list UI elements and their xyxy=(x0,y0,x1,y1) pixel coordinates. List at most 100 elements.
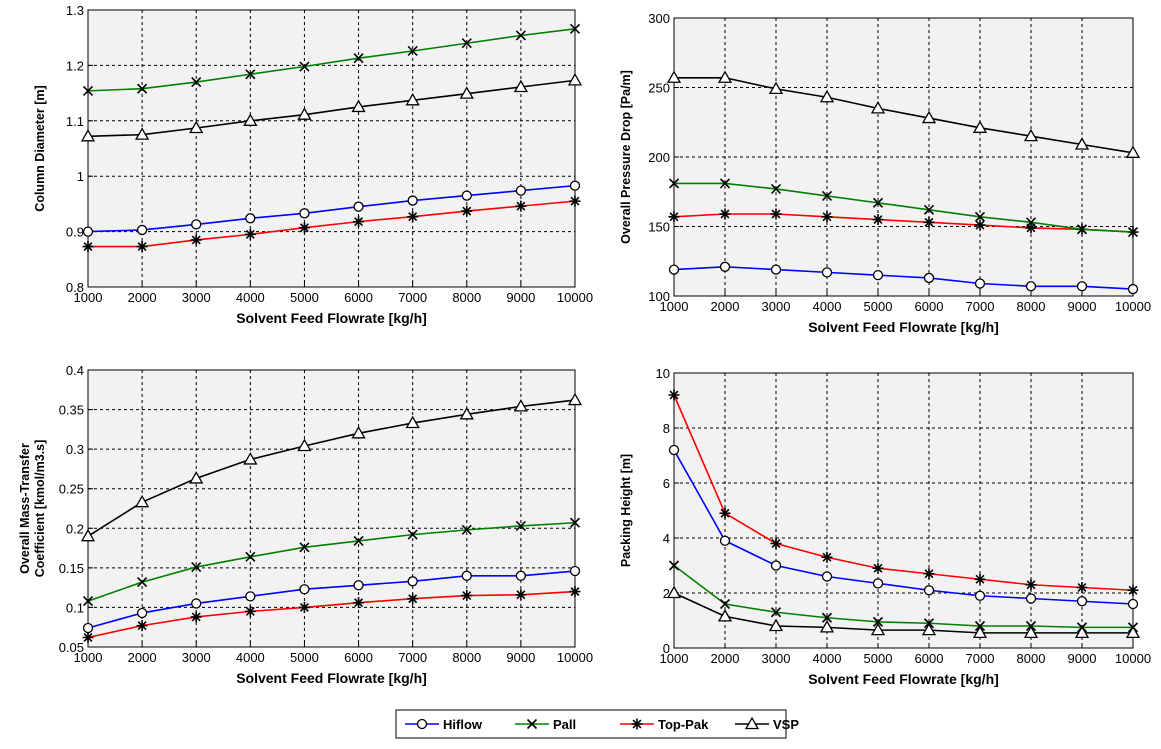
legend-marker xyxy=(631,718,643,730)
x-tick-label: 6000 xyxy=(915,299,944,314)
data-point xyxy=(353,216,365,228)
chart-3: 1000 2000 3000 4000 5000 6000 7000 8000 9000 1000… xyxy=(18,363,593,686)
data-point xyxy=(974,590,986,601)
data-point xyxy=(569,23,581,34)
series-line xyxy=(673,449,1134,605)
data-point xyxy=(513,79,529,93)
data-point xyxy=(245,213,256,224)
series-line xyxy=(87,79,576,138)
data-point xyxy=(353,201,364,212)
data-point xyxy=(513,399,529,412)
series-line xyxy=(673,394,1134,592)
x-tick-label: 8000 xyxy=(452,290,481,305)
data-point xyxy=(407,195,418,206)
data-point xyxy=(407,529,418,540)
y-tick-label: 0 xyxy=(663,641,670,656)
data-point xyxy=(569,586,581,598)
data-point xyxy=(299,584,310,595)
charts-layer: 1000 2000 3000 4000 5000 6000 7000 8000 9000 1000… xyxy=(18,3,1151,687)
x-tick-label: 5000 xyxy=(864,299,893,314)
series-top-pak xyxy=(82,586,581,644)
y-tick-label: 0.4 xyxy=(66,363,84,378)
data-point xyxy=(1025,281,1037,292)
data-point xyxy=(923,568,935,580)
data-point xyxy=(668,211,680,223)
data-point xyxy=(244,228,256,240)
data-point xyxy=(821,267,833,278)
data-point xyxy=(821,571,833,582)
plot-area xyxy=(674,373,1133,648)
data-point xyxy=(1025,217,1037,228)
data-point xyxy=(668,444,680,456)
y-tick-label: 0.35 xyxy=(59,403,84,418)
y-tick-label: 10 xyxy=(656,366,670,381)
y-tick-label: 250 xyxy=(648,81,670,96)
data-point xyxy=(407,593,419,605)
data-point xyxy=(191,598,202,609)
data-point xyxy=(923,618,935,629)
data-point xyxy=(768,81,784,95)
plot-area xyxy=(88,370,575,647)
data-point xyxy=(298,601,310,613)
y-tick-label: 0.05 xyxy=(59,640,84,655)
data-point xyxy=(1074,137,1090,150)
y-axis-label: Overall Pressure Drop [Pa/m] xyxy=(619,70,633,244)
data-point xyxy=(567,73,583,86)
data-point xyxy=(1127,598,1139,610)
data-point xyxy=(405,415,420,429)
legend-label: VSP xyxy=(773,717,799,732)
y-tick-label: 0.9 xyxy=(66,225,84,240)
x-axis-label: Solvent Feed Flowrate [kg/h] xyxy=(236,310,427,326)
data-point xyxy=(668,389,680,401)
data-point xyxy=(1074,625,1090,639)
y-axis-label: Column Diameter [m] xyxy=(33,85,47,211)
legend-marker xyxy=(526,718,538,730)
y-tick-label: 150 xyxy=(648,220,670,235)
data-point xyxy=(974,620,986,632)
data-point xyxy=(82,596,94,607)
axes-frame xyxy=(673,372,1134,649)
data-point xyxy=(770,208,782,220)
x-tick-label: 10000 xyxy=(557,650,593,665)
series-vsp xyxy=(80,73,583,142)
x-tick-label: 3000 xyxy=(762,299,791,314)
data-point xyxy=(819,89,835,103)
x-tick-label: 2000 xyxy=(711,651,740,666)
legend-label: Hiflow xyxy=(443,717,483,732)
data-point xyxy=(82,622,94,634)
legend-box xyxy=(395,709,787,739)
data-point xyxy=(134,494,150,508)
x-tick-label: 2000 xyxy=(711,299,740,314)
data-point xyxy=(719,178,731,189)
y-tick-label: 0.25 xyxy=(59,482,84,497)
series-line xyxy=(87,28,576,92)
x-tick-label: 2000 xyxy=(128,290,157,305)
x-tick-label: 4000 xyxy=(236,290,265,305)
legend: Hiflow Pall Top-Pak VSP xyxy=(395,709,799,739)
series-line xyxy=(673,564,1133,629)
series-pall xyxy=(668,178,1139,238)
data-point xyxy=(299,208,310,219)
data-point xyxy=(459,86,474,99)
x-tick-label: 3000 xyxy=(762,651,791,666)
data-point xyxy=(243,113,258,126)
data-point xyxy=(137,577,148,588)
data-point xyxy=(921,622,937,636)
data-point xyxy=(1125,145,1141,158)
data-point xyxy=(353,53,364,64)
data-point xyxy=(666,585,682,599)
data-point xyxy=(461,205,473,217)
x-tick-label: 9000 xyxy=(1068,299,1097,314)
x-tick-label: 7000 xyxy=(398,290,427,305)
data-point xyxy=(768,618,784,632)
data-point xyxy=(872,578,884,589)
y-axis-label: Overall Mass-Transfer xyxy=(18,443,32,574)
data-point xyxy=(1025,579,1037,591)
x-tick-label: 1000 xyxy=(74,290,103,305)
data-point xyxy=(1127,622,1139,633)
data-point xyxy=(191,219,202,230)
series-hiflow xyxy=(82,565,581,634)
data-point xyxy=(974,219,986,231)
data-point xyxy=(870,101,886,114)
